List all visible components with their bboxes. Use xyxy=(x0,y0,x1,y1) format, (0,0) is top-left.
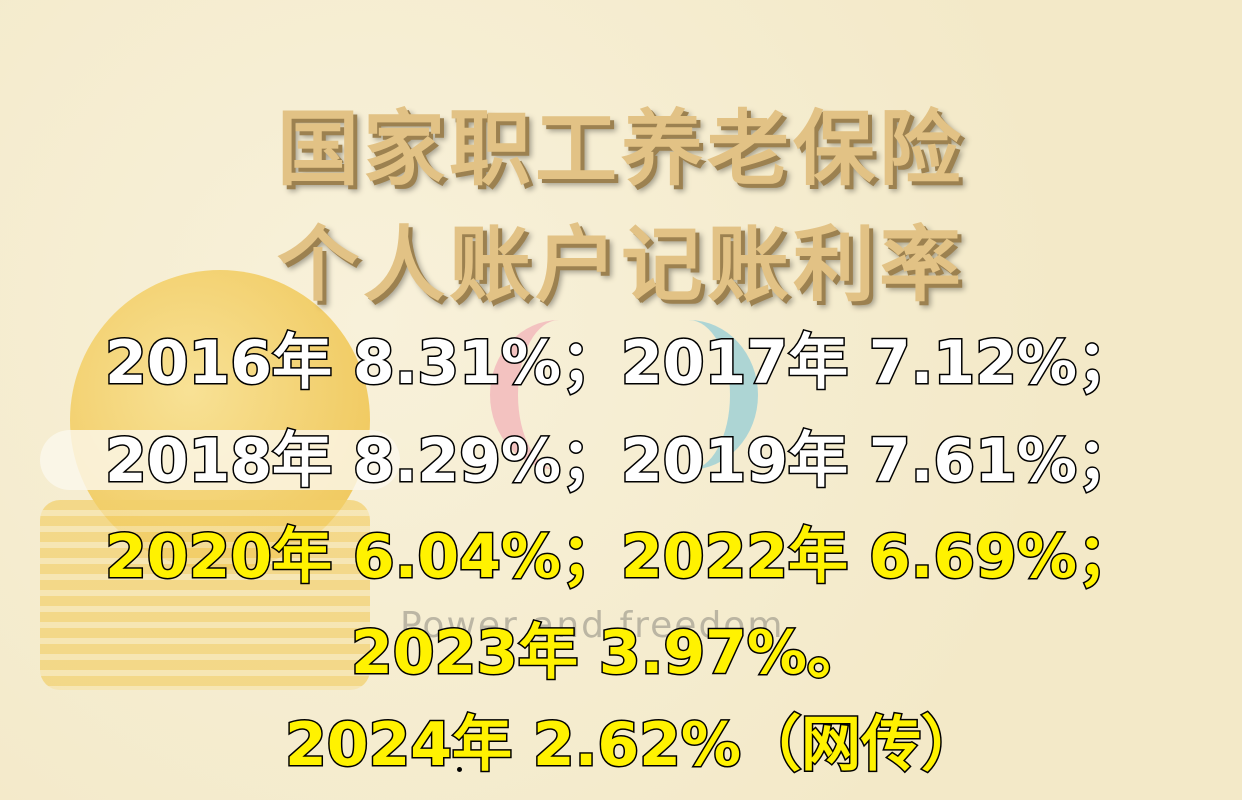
rate-line: 2024年 2.62%（网传） xyxy=(283,709,982,782)
rate-line: 2018年 8.29%；2019年 7.61%； xyxy=(103,425,1138,498)
title-line-1: 国家职工养老保险 xyxy=(276,102,965,197)
watermark: Power and freedom xyxy=(400,605,785,646)
cloud-illustration xyxy=(40,430,400,490)
rate-line: 2023年 3.97%。 xyxy=(349,617,868,690)
rate-line: 2020年 6.04%；2022年 6.69%； xyxy=(103,521,1138,594)
title-line-2: 个人账户记账利率 xyxy=(276,218,965,313)
dot-mark xyxy=(457,767,462,772)
rate-line: 2016年 8.31%；2017年 7.12%； xyxy=(103,327,1138,400)
haze-illustration xyxy=(40,500,370,690)
